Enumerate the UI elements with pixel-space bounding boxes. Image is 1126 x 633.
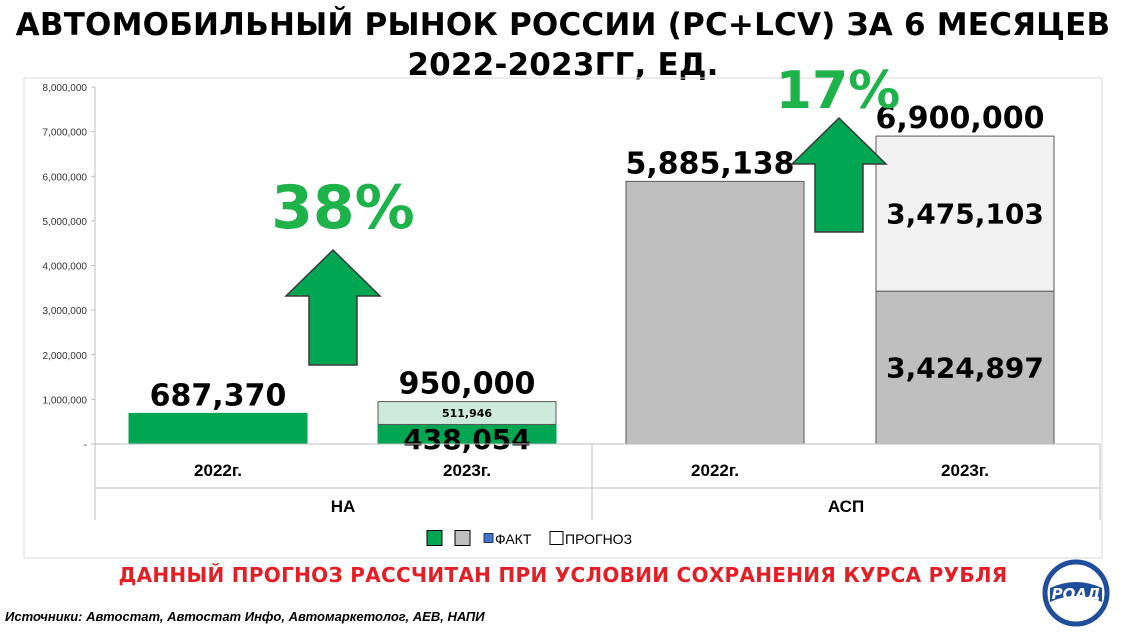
y-tick-label: - <box>84 440 87 451</box>
legend-swatch <box>549 531 564 545</box>
logo-band <box>1050 582 1102 602</box>
bar-fact <box>625 180 805 445</box>
growth-arrow-icon <box>790 116 888 233</box>
y-tick-label: 5,000,000 <box>43 217 88 228</box>
x-axis: 2022г. 2023г. 2022г. 2023г. НА АСП <box>94 443 1101 520</box>
logo-text: РОАД <box>1052 585 1101 603</box>
legend-label: ФАКТ <box>495 531 532 547</box>
data-label-fact: 3,424,897 <box>886 352 1044 385</box>
growth-arrows: 38% 17% <box>271 61 900 366</box>
y-tick-label: 4,000,000 <box>43 262 88 273</box>
y-tick-label: 3,000,000 <box>43 306 88 317</box>
data-label-fact: 438,054 <box>403 423 531 456</box>
chart-title-line2: 2022-2023ГГ, ЕД. <box>407 47 719 83</box>
road-logo: РОАД <box>1042 559 1110 627</box>
y-axis: 8,000,000 7,000,000 6,000,000 5,000,000 4,00… <box>43 83 96 451</box>
data-label-forecast: 511,946 <box>442 407 492 420</box>
bar-forecast <box>875 135 1055 292</box>
x-tick-label: 2022г. <box>691 461 739 480</box>
y-tick-label: 6,000,000 <box>43 172 88 183</box>
data-label-total: 5,885,138 <box>626 146 795 181</box>
data-label-forecast: 3,475,103 <box>886 198 1044 231</box>
legend-label: ПРОГНОЗ <box>565 531 632 547</box>
data-label-total: 687,370 <box>150 378 287 413</box>
growth-label: 17% <box>776 61 900 121</box>
x-group-label: НА <box>331 497 356 516</box>
bar-fact <box>128 412 308 445</box>
y-tick-label: 8,000,000 <box>43 83 88 94</box>
legend-swatch <box>454 530 471 546</box>
chart-title-line1: АВТОМОБИЛЬНЫЙ РЫНОК РОССИИ (PC+LCV) ЗА 6… <box>15 7 1111 43</box>
x-group-label: АСП <box>828 497 864 516</box>
y-tick-label: 2,000,000 <box>43 351 88 362</box>
legend-swatch <box>483 533 494 543</box>
data-label-total: 6,900,000 <box>876 101 1045 136</box>
chart-frame <box>23 77 1103 559</box>
legend: ФАКТ ПРОГНОЗ <box>426 530 632 547</box>
legend-swatch <box>426 530 443 546</box>
data-label-total: 950,000 <box>399 367 536 402</box>
bars: 687,370 950,000 511,946 438,054 5,885,138 6,9… <box>128 101 1055 456</box>
x-tick-label: 2022г. <box>194 461 242 480</box>
y-tick-label: 1,000,000 <box>43 395 88 406</box>
bar-forecast <box>377 401 557 425</box>
growth-arrow-icon <box>284 248 382 366</box>
chart: 8,000,000 7,000,000 6,000,000 5,000,000 4,00… <box>23 61 1103 559</box>
y-tick-label: 7,000,000 <box>43 128 88 139</box>
x-tick-label: 2023г. <box>941 461 989 480</box>
growth-label: 38% <box>271 173 415 243</box>
sources-text: Источники: Автостат, Автостат Инфо, Авто… <box>5 609 485 624</box>
x-tick-label: 2023г. <box>443 461 491 480</box>
bar-fact <box>875 290 1055 445</box>
forecast-note: ДАННЫЙ ПРОГНОЗ РАССЧИТАН ПРИ УСЛОВИИ СОХ… <box>118 563 1008 587</box>
